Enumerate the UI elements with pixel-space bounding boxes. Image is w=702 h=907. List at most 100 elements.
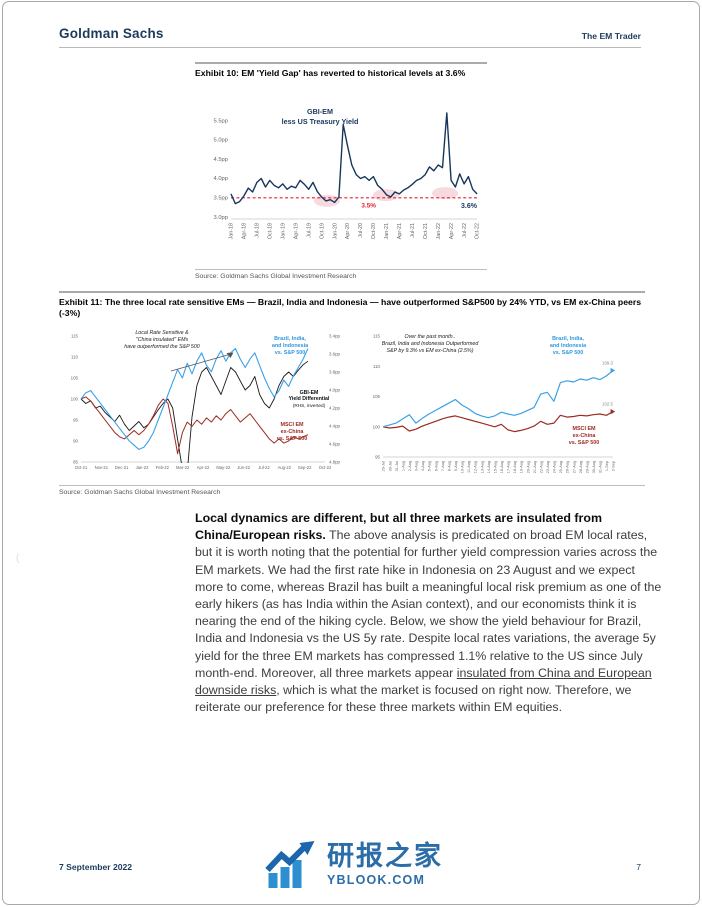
bar-chart-arrow-icon — [265, 841, 315, 888]
svg-text:4.0pp: 4.0pp — [329, 387, 341, 392]
svg-text:115: 115 — [71, 333, 79, 338]
svg-text:105: 105 — [373, 394, 381, 399]
exhibit-10-chart-label: GBI-EM less US Treasury Yield — [245, 107, 395, 126]
annotation-line: Over the past month.. — [404, 333, 456, 340]
svg-text:21-Aug: 21-Aug — [533, 461, 537, 473]
svg-text:13-Aug: 13-Aug — [480, 461, 484, 473]
series-label-msci-em-ex-china: MSCI EM ex-China vs. S&P 500 — [257, 422, 327, 443]
svg-text:26-Aug: 26-Aug — [566, 461, 570, 473]
exhibit-10-source: Source: Goldman Sachs Global Investment … — [195, 273, 357, 281]
svg-text:3.8pp: 3.8pp — [329, 369, 341, 374]
svg-text:4.8pp: 4.8pp — [329, 459, 341, 464]
svg-text:Aug-22: Aug-22 — [278, 465, 292, 470]
svg-text:Apr-20: Apr-20 — [345, 223, 351, 239]
svg-text:2-Sep: 2-Sep — [612, 461, 616, 471]
svg-text:29-Jul: 29-Jul — [382, 460, 386, 470]
svg-text:115: 115 — [373, 333, 381, 338]
svg-text:20-Aug: 20-Aug — [526, 461, 530, 473]
label-line: and Indonesia — [549, 342, 587, 349]
svg-text:Jul-22: Jul-22 — [258, 465, 270, 470]
svg-text:5.0pp: 5.0pp — [213, 138, 228, 144]
exhibit-11: Exhibit 11: The three local rate sensiti… — [59, 291, 645, 496]
exhibit-10: Exhibit 10: EM 'Yield Gap' has reverted … — [195, 62, 487, 280]
svg-text:95: 95 — [73, 417, 78, 422]
paragraph-text: The above analysis is predicated on broa… — [195, 528, 662, 680]
label-line: vs. S&P 500 — [274, 349, 306, 356]
label-line: MSCI EM — [280, 421, 304, 428]
label-line: MSCI EM — [572, 425, 596, 432]
paragraph-lead-in: Local dynamics are different, but all th… — [195, 511, 602, 543]
chart-label-line: less US Treasury Yield — [281, 117, 359, 127]
watermark-text: 研报之家 YBLOOK.COM — [326, 841, 443, 887]
svg-text:Oct-21: Oct-21 — [423, 223, 429, 239]
svg-text:Jun-22: Jun-22 — [237, 465, 250, 470]
svg-text:Oct-20: Oct-20 — [371, 223, 377, 239]
svg-text:29-Aug: 29-Aug — [585, 461, 589, 473]
goldman-sachs-logo-text: Goldman Sachs — [59, 26, 164, 41]
series-label-gbi-em-yield-differential: GBI-EM Yield Differential (RHS, inverted… — [275, 390, 343, 410]
svg-text:4.2pp: 4.2pp — [329, 405, 341, 410]
svg-text:19-Aug: 19-Aug — [520, 461, 524, 473]
svg-text:17-Aug: 17-Aug — [507, 461, 511, 473]
header-divider — [59, 47, 641, 48]
label-line: GBI-EM — [299, 389, 319, 396]
svg-text:25-Aug: 25-Aug — [559, 461, 563, 473]
exhibit-10-chart: 3.0pp 3.5pp 4.0pp 4.5pp 5.0pp 5.5pp Jan-18 Apr-… — [213, 112, 481, 240]
svg-text:Apr-22: Apr-22 — [197, 465, 210, 470]
svg-text:4.0pp: 4.0pp — [213, 177, 228, 183]
svg-text:7-Aug: 7-Aug — [441, 461, 445, 471]
label-line: ex-China — [280, 428, 304, 435]
svg-text:Jul-22: Jul-22 — [462, 223, 468, 238]
svg-text:9-Aug: 9-Aug — [454, 461, 458, 471]
svg-text:24-Aug: 24-Aug — [553, 461, 557, 473]
exhibit-10-top-rule — [195, 62, 487, 64]
svg-text:4.4pp: 4.4pp — [329, 423, 341, 428]
svg-text:3.6pp: 3.6pp — [329, 351, 341, 356]
svg-text:Jan-20: Jan-20 — [332, 223, 338, 239]
svg-text:Jan-21: Jan-21 — [384, 223, 390, 239]
svg-text:3.4pp: 3.4pp — [329, 333, 341, 338]
svg-text:5-Aug: 5-Aug — [428, 461, 432, 471]
svg-text:10-Aug: 10-Aug — [461, 461, 465, 473]
svg-text:16-Aug: 16-Aug — [500, 461, 504, 473]
svg-text:Jul-18: Jul-18 — [255, 223, 261, 238]
annotation-line: "China insulated" EMs — [135, 337, 189, 344]
annotation-line: have outperformed the S&P 500 — [124, 344, 200, 351]
svg-text:27-Aug: 27-Aug — [572, 461, 576, 473]
label-line: ex-China — [572, 432, 596, 439]
exhibit-10-bottom-rule — [195, 269, 487, 271]
annotation-line: Brazil, India and Indonesia Outperformed — [381, 341, 479, 348]
svg-text:30-Aug: 30-Aug — [592, 461, 596, 473]
exhibit-11-bottom-rule — [59, 484, 645, 486]
label-line: vs. S&P 500 — [276, 435, 308, 442]
body-paragraph: Local dynamics are different, but all th… — [195, 510, 663, 716]
report-title: The EM Trader — [581, 31, 641, 41]
exhibit-11-title: Exhibit 11: The three local rate sensiti… — [59, 297, 642, 319]
svg-text:28-Aug: 28-Aug — [579, 461, 583, 473]
svg-text:4.5pp: 4.5pp — [213, 157, 228, 163]
svg-text:Oct-21: Oct-21 — [75, 465, 88, 470]
scan-artifact: ( — [16, 553, 20, 564]
svg-text:Jan-19: Jan-19 — [280, 223, 286, 239]
svg-text:6-Aug: 6-Aug — [434, 461, 438, 471]
svg-text:Oct-19: Oct-19 — [319, 223, 325, 239]
svg-text:Apr-22: Apr-22 — [449, 223, 455, 239]
svg-text:100: 100 — [71, 396, 79, 401]
annotation-line: Local Rate Sensitive & — [135, 329, 189, 336]
watermark-chinese-name: 研报之家 — [326, 841, 443, 873]
svg-text:90: 90 — [73, 438, 78, 443]
svg-text:12-Aug: 12-Aug — [474, 461, 478, 473]
svg-text:Mar-22: Mar-22 — [176, 465, 190, 470]
svg-text:110: 110 — [71, 354, 79, 359]
exhibit-10-chart-area: 3.0pp 3.5pp 4.0pp 4.5pp 5.0pp 5.5pp Jan-18 Apr-… — [195, 95, 487, 267]
svg-text:109.3: 109.3 — [602, 360, 614, 365]
svg-text:11-Aug: 11-Aug — [467, 461, 471, 473]
svg-text:31-Aug: 31-Aug — [599, 461, 603, 473]
svg-text:Nov-21: Nov-21 — [95, 465, 109, 470]
svg-text:102.5: 102.5 — [602, 401, 614, 406]
watermark-domain: YBLOOK.COM — [326, 872, 426, 887]
annotation-line: S&P by 9.3% vs EM ex-China (2.5%) — [386, 348, 474, 355]
svg-text:Oct-18: Oct-18 — [268, 223, 274, 239]
svg-text:3.5%: 3.5% — [361, 203, 376, 210]
